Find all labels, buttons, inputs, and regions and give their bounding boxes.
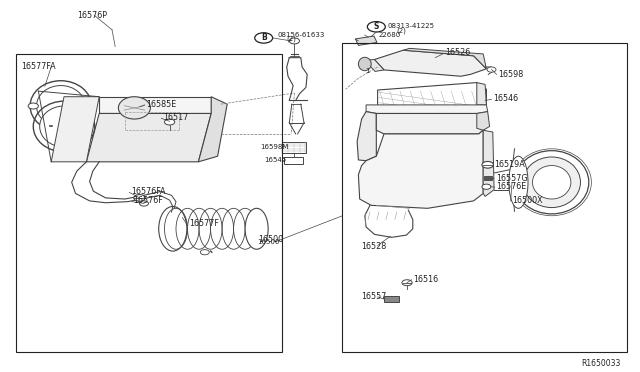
Polygon shape (198, 97, 227, 162)
Polygon shape (477, 83, 486, 105)
Text: 16577FA: 16577FA (21, 62, 56, 71)
Polygon shape (358, 130, 483, 208)
Circle shape (402, 280, 412, 286)
Ellipse shape (245, 208, 268, 249)
Circle shape (482, 161, 493, 168)
Ellipse shape (509, 156, 528, 208)
Text: (2): (2) (287, 36, 296, 42)
Polygon shape (366, 105, 488, 113)
Text: 08156-61633: 08156-61633 (278, 32, 325, 38)
Text: 16576E: 16576E (496, 182, 526, 191)
Circle shape (164, 119, 175, 125)
Polygon shape (483, 130, 494, 196)
Text: 16516: 16516 (413, 275, 438, 283)
Polygon shape (365, 60, 384, 71)
Text: 16576FA: 16576FA (131, 187, 166, 196)
Circle shape (255, 33, 273, 43)
Circle shape (482, 184, 491, 189)
Text: 08313-41225: 08313-41225 (388, 23, 435, 29)
Bar (355, 36, 377, 45)
Ellipse shape (118, 97, 150, 119)
Ellipse shape (40, 106, 88, 147)
Polygon shape (51, 97, 99, 162)
Text: R1650033: R1650033 (581, 359, 621, 368)
Text: 16519A: 16519A (494, 160, 525, 169)
Circle shape (487, 67, 496, 72)
Text: 16557G: 16557G (496, 174, 527, 183)
Text: 16577F: 16577F (189, 219, 219, 228)
Text: 16546: 16546 (493, 94, 518, 103)
Text: B: B (261, 33, 266, 42)
Text: 16500X: 16500X (512, 196, 543, 205)
Text: 16545: 16545 (264, 157, 287, 163)
Text: 16576P: 16576P (77, 11, 107, 20)
Text: 1: 1 (365, 68, 370, 74)
Ellipse shape (515, 151, 589, 214)
Polygon shape (376, 113, 483, 134)
Polygon shape (357, 112, 376, 161)
Bar (16, 54, 282, 352)
Bar (282, 142, 306, 153)
Text: 16598M: 16598M (260, 144, 289, 150)
Text: S: S (374, 22, 379, 31)
Circle shape (28, 103, 38, 109)
Text: 16598: 16598 (498, 70, 523, 79)
Polygon shape (477, 112, 490, 130)
Text: 16576F: 16576F (133, 196, 163, 205)
Text: 16500: 16500 (257, 239, 280, 245)
Bar (384, 296, 399, 302)
Polygon shape (374, 50, 486, 76)
Text: 16585E: 16585E (146, 100, 176, 109)
Text: (2): (2) (397, 28, 406, 34)
Circle shape (289, 38, 300, 44)
Text: 22680: 22680 (379, 32, 401, 38)
Polygon shape (86, 113, 211, 162)
Circle shape (200, 250, 209, 255)
Ellipse shape (358, 57, 371, 71)
Bar (484, 176, 492, 180)
Circle shape (134, 195, 145, 201)
Text: 16500: 16500 (259, 235, 284, 244)
Text: 16557: 16557 (362, 292, 387, 301)
Bar (342, 43, 627, 352)
Bar (284, 157, 303, 164)
Text: 16517: 16517 (163, 113, 188, 122)
Ellipse shape (532, 166, 571, 199)
Polygon shape (378, 83, 486, 112)
Polygon shape (99, 97, 211, 113)
Text: 16528: 16528 (362, 242, 387, 251)
Circle shape (140, 201, 148, 206)
Polygon shape (403, 48, 486, 69)
Circle shape (367, 22, 385, 32)
Ellipse shape (36, 86, 85, 126)
Text: 16526: 16526 (445, 48, 470, 57)
Ellipse shape (523, 157, 580, 208)
